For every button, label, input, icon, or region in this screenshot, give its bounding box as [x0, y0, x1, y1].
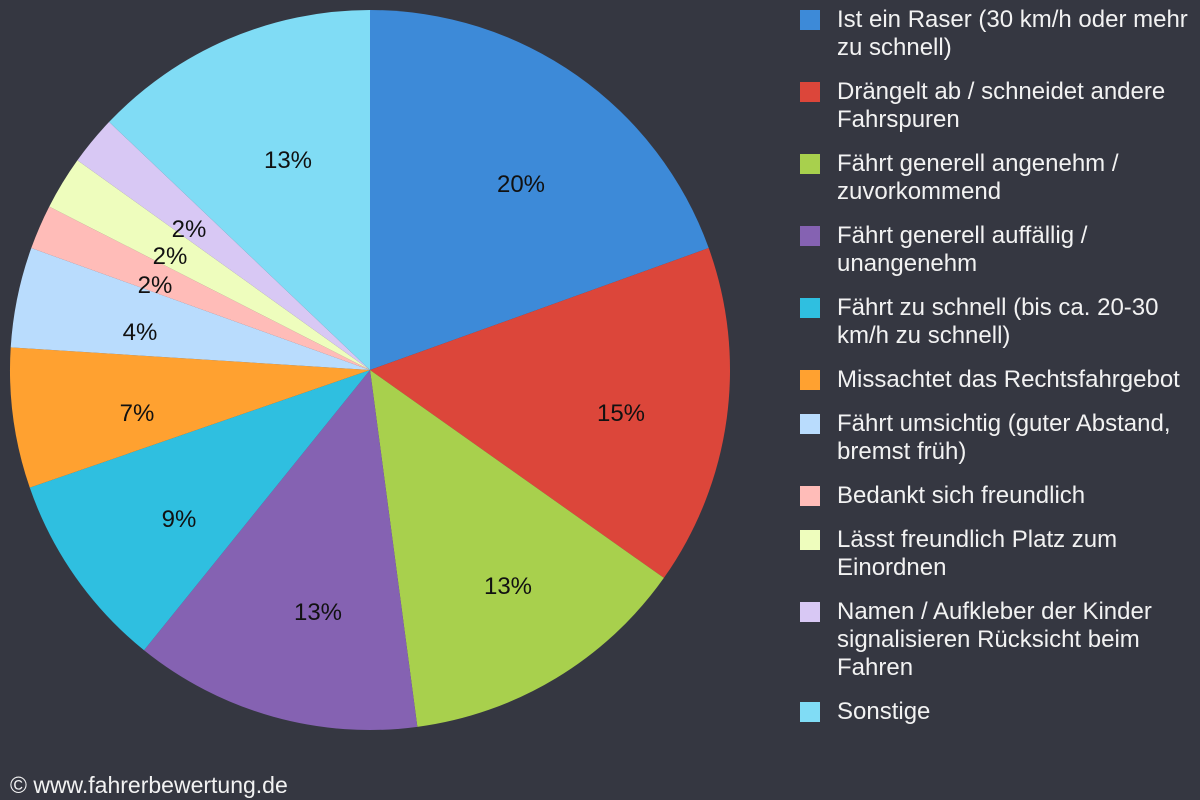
legend-item-umsichtig: Fährt umsichtig (guter Abstand, bremst f…: [800, 410, 1195, 466]
legend-swatch: [800, 702, 820, 722]
slice-percent-label: 2%: [138, 272, 173, 299]
slice-percent-label: 7%: [120, 400, 155, 427]
legend-swatch: [800, 298, 820, 318]
pie-slice: [31, 206, 370, 370]
pie-slice: [9, 347, 370, 488]
legend-item-auffaellig: Fährt generell auffällig / unangenehm: [800, 222, 1195, 278]
slice-percent-label: 9%: [162, 506, 197, 533]
slice-percent-label: 13%: [484, 573, 532, 600]
legend-item-angenehm: Fährt generell angenehm / zuvorkommend: [800, 150, 1195, 206]
legend-swatch: [800, 486, 820, 506]
slice-percent-label: 2%: [153, 243, 188, 270]
pie-slice: [370, 370, 664, 727]
legend-label: Ist ein Raser (30 km/h oder mehr zu schn…: [837, 6, 1188, 61]
legend-item-zu-schnell: Fährt zu schnell (bis ca. 20-30 km/h zu …: [800, 294, 1195, 350]
legend-swatch: [800, 530, 820, 550]
legend-swatch: [800, 226, 820, 246]
legend-item-rechtsfahrgebot: Missachtet das Rechtsfahrgebot: [800, 366, 1195, 394]
legend-label: Bedankt sich freundlich: [837, 482, 1086, 509]
legend-label: Fährt zu schnell (bis ca. 20-30 km/h zu …: [837, 294, 1159, 349]
pie-slice: [370, 10, 709, 370]
pie-slice-labels: 20%15%13%13%9%7%4%2%2%2%13%: [120, 147, 645, 626]
legend-item-sonstige: Sonstige: [800, 698, 1195, 726]
chart-legend: Ist ein Raser (30 km/h oder mehr zu schn…: [800, 6, 1195, 742]
slice-percent-label: 13%: [294, 599, 342, 626]
legend-item-bedankt: Bedankt sich freundlich: [800, 482, 1195, 510]
legend-label: Fährt generell angenehm / zuvorkommend: [837, 150, 1119, 205]
legend-label: Sonstige: [837, 698, 931, 725]
legend-swatch: [800, 370, 820, 390]
legend-item-draengelt: Drängelt ab / schneidet andere Fahrspure…: [800, 78, 1195, 134]
copyright-footer: © www.fahrerbewertung.de: [10, 772, 288, 798]
pie-slice: [77, 121, 370, 370]
legend-swatch: [800, 414, 820, 434]
pie-slice: [29, 370, 371, 651]
pie-slice: [49, 160, 371, 370]
legend-swatch: [800, 82, 820, 102]
slice-percent-label: 4%: [123, 319, 158, 346]
pie-slice: [109, 10, 370, 370]
pie-chart: 20%15%13%13%9%7%4%2%2%2%13%: [9, 10, 730, 730]
legend-swatch: [800, 10, 820, 30]
legend-swatch: [800, 154, 820, 174]
legend-label: Missachtet das Rechtsfahrgebot: [837, 366, 1180, 393]
pie-slice: [370, 248, 730, 578]
slice-percent-label: 2%: [172, 216, 207, 243]
pie-slice: [10, 248, 370, 370]
legend-label: Fährt umsichtig (guter Abstand, bremst f…: [837, 410, 1171, 465]
legend-label: Fährt generell auffällig / unangenehm: [837, 222, 1088, 277]
legend-swatch: [800, 602, 820, 622]
legend-item-raser: Ist ein Raser (30 km/h oder mehr zu schn…: [800, 6, 1195, 62]
legend-label: Drängelt ab / schneidet andere Fahrspure…: [837, 78, 1166, 133]
legend-label: Namen / Aufkleber der Kinder signalisier…: [837, 598, 1152, 681]
slice-percent-label: 20%: [497, 171, 545, 198]
pie-slice: [144, 370, 418, 730]
pie-slices: [9, 10, 730, 730]
legend-label: Lässt freundlich Platz zum Einordnen: [837, 526, 1118, 581]
legend-item-kinder: Namen / Aufkleber der Kinder signalisier…: [800, 598, 1195, 682]
legend-item-platz: Lässt freundlich Platz zum Einordnen: [800, 526, 1195, 582]
slice-percent-label: 13%: [264, 147, 312, 174]
slice-percent-label: 15%: [597, 400, 645, 427]
